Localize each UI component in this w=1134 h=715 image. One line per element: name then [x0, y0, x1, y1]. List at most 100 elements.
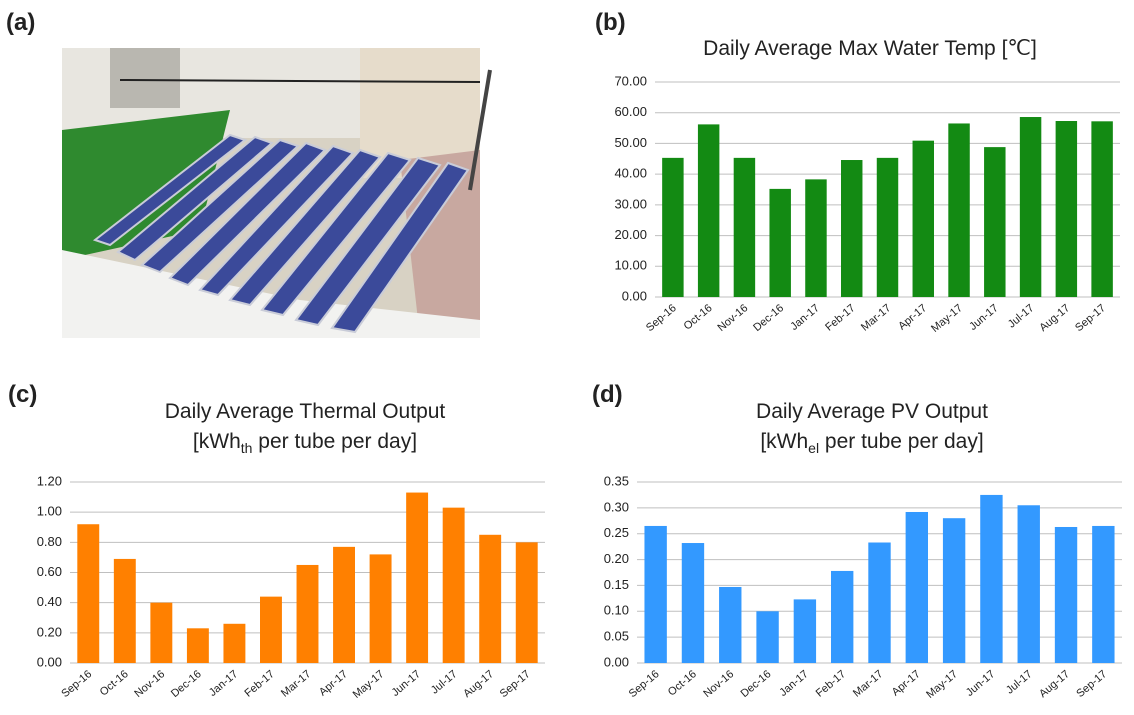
y-tick-label: 0.05: [604, 629, 629, 644]
bar: [719, 587, 741, 663]
y-tick-label: 60.00: [614, 104, 647, 119]
bar: [769, 189, 790, 297]
x-tick-label: Mar-17: [279, 668, 313, 700]
x-tick-label: Nov-16: [132, 668, 167, 700]
y-tick-label: 0.10: [604, 603, 629, 618]
x-tick-label: Oct-16: [98, 668, 131, 698]
chart-title: Daily Average PV Output: [756, 400, 988, 423]
x-tick-label: Jun-17: [967, 302, 1000, 333]
bar: [406, 493, 428, 663]
bar: [980, 495, 1002, 663]
bar: [479, 535, 501, 663]
x-tick-label: Sep-17: [1073, 302, 1108, 334]
subtitle-part: per tube per day]: [819, 430, 984, 453]
x-tick-label: Jan-17: [788, 302, 821, 333]
bar: [1055, 527, 1077, 663]
x-tick-label: Mar-17: [859, 302, 893, 334]
x-tick-label: Aug-17: [1037, 668, 1072, 700]
x-tick-label: Dec-16: [169, 668, 204, 700]
bar: [756, 611, 778, 663]
bar: [841, 160, 862, 297]
bar: [1020, 117, 1041, 297]
x-tick-label: Feb-17: [823, 302, 857, 334]
y-tick-label: 30.00: [614, 196, 647, 211]
y-tick-label: 0.20: [604, 551, 629, 566]
x-tick-label: Aug-17: [461, 668, 496, 700]
bar: [1091, 121, 1112, 297]
y-tick-label: 0.00: [604, 654, 629, 669]
x-tick-label: Jul-17: [429, 668, 460, 696]
bar: [223, 624, 245, 663]
x-tick-label: Jan-17: [207, 668, 240, 699]
x-tick-label: Oct-16: [682, 302, 715, 332]
x-tick-label: Jul-17: [1006, 302, 1037, 330]
bar: [906, 512, 928, 663]
x-tick-label: Jun-17: [390, 668, 423, 699]
panel-label: (c): [8, 381, 37, 408]
x-tick-label: Sep-17: [1074, 668, 1109, 700]
y-tick-label: 70.00: [614, 73, 647, 88]
y-tick-label: 0.60: [37, 564, 62, 579]
bar: [734, 158, 755, 297]
bar: [913, 141, 934, 297]
x-tick-label: Apr-17: [896, 302, 929, 332]
bar: [516, 542, 538, 663]
x-tick-label: Mar-17: [851, 668, 885, 700]
y-tick-label: 1.00: [37, 504, 62, 519]
x-tick-label: Jul-17: [1004, 668, 1035, 696]
y-tick-label: 0.20: [37, 624, 62, 639]
y-tick-label: 0.25: [604, 525, 629, 540]
x-tick-label: Sep-16: [59, 668, 94, 700]
x-tick-label: May-17: [924, 668, 960, 701]
bar: [943, 518, 965, 663]
bar: [297, 565, 319, 663]
bar: [77, 524, 99, 663]
bar: [662, 158, 683, 297]
panel-label: (b): [595, 9, 626, 36]
chart-subtitle: [kWhel per tube per day]: [760, 430, 983, 456]
bar: [443, 508, 465, 663]
bar: [150, 603, 172, 663]
panel-label: (a): [6, 9, 35, 36]
x-tick-label: Jan-17: [777, 668, 810, 699]
bar: [1018, 505, 1040, 663]
photo: [62, 48, 490, 338]
bar: [984, 147, 1005, 297]
x-tick-label: Sep-16: [627, 668, 662, 700]
bar: [644, 526, 666, 663]
subtitle-part: per tube per day]: [252, 430, 417, 453]
y-tick-label: 1.20: [37, 473, 62, 488]
y-tick-label: 20.00: [614, 227, 647, 242]
x-tick-label: May-17: [929, 302, 965, 335]
x-tick-label: Sep-17: [498, 668, 533, 700]
subtitle-part: th: [241, 440, 253, 456]
bar: [333, 547, 355, 663]
x-tick-label: Oct-16: [666, 668, 699, 698]
x-tick-label: Sep-16: [644, 302, 679, 334]
x-tick-label: Apr-17: [890, 668, 923, 698]
bar: [831, 571, 853, 663]
x-tick-label: Feb-17: [814, 668, 848, 700]
bar: [805, 179, 826, 297]
y-tick-label: 0.00: [37, 654, 62, 669]
x-tick-label: Nov-16: [715, 302, 750, 334]
bar: [868, 543, 890, 663]
y-tick-label: 0.35: [604, 473, 629, 488]
bar: [1056, 121, 1077, 297]
chart-title: Daily Average Max Water Temp [℃]: [703, 37, 1037, 60]
x-tick-label: Aug-17: [1037, 302, 1072, 334]
x-tick-label: Dec-16: [751, 302, 786, 334]
subtitle-part: [kWh: [193, 430, 241, 453]
y-tick-label: 0.40: [37, 594, 62, 609]
y-tick-label: 50.00: [614, 135, 647, 150]
bar: [698, 124, 719, 297]
y-tick-label: 0.00: [622, 288, 647, 303]
bar: [948, 123, 969, 297]
y-tick-label: 0.80: [37, 534, 62, 549]
bar: [114, 559, 136, 663]
panel-label: (d): [592, 381, 623, 408]
bar: [187, 628, 209, 663]
bar: [1092, 526, 1114, 663]
bar: [794, 599, 816, 663]
x-tick-label: May-17: [351, 668, 387, 701]
